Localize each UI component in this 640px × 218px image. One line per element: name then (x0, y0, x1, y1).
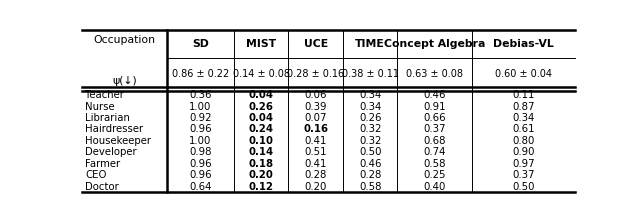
Text: 0.37: 0.37 (512, 170, 534, 180)
Text: UCE: UCE (303, 39, 328, 49)
Text: 0.91: 0.91 (424, 102, 446, 112)
Text: 0.50: 0.50 (359, 147, 381, 157)
Text: Doctor: Doctor (86, 182, 119, 192)
Text: 0.61: 0.61 (512, 124, 534, 135)
Text: 0.34: 0.34 (359, 102, 381, 112)
Text: 0.07: 0.07 (305, 113, 327, 123)
Text: 0.36: 0.36 (189, 90, 212, 100)
Text: 0.68: 0.68 (424, 136, 446, 146)
Text: 0.64: 0.64 (189, 182, 212, 192)
Text: 0.37: 0.37 (424, 124, 446, 135)
Text: 0.41: 0.41 (305, 159, 327, 169)
Text: 0.39: 0.39 (305, 102, 327, 112)
Text: 0.46: 0.46 (359, 159, 381, 169)
Text: 0.87: 0.87 (512, 102, 534, 112)
Text: CEO: CEO (86, 170, 107, 180)
Text: Nurse: Nurse (86, 102, 115, 112)
Text: 0.80: 0.80 (512, 136, 534, 146)
Text: 0.18: 0.18 (248, 159, 274, 169)
Text: Housekeeper: Housekeeper (86, 136, 152, 146)
Text: Farmer: Farmer (86, 159, 120, 169)
Text: 0.10: 0.10 (248, 136, 273, 146)
Text: 0.11: 0.11 (512, 90, 534, 100)
Text: 0.96: 0.96 (189, 170, 212, 180)
Text: 0.63 ± 0.08: 0.63 ± 0.08 (406, 69, 463, 79)
Text: 1.00: 1.00 (189, 136, 211, 146)
Text: 0.04: 0.04 (248, 113, 273, 123)
Text: Teacher: Teacher (86, 90, 124, 100)
Text: 0.06: 0.06 (305, 90, 327, 100)
Text: 0.96: 0.96 (189, 159, 212, 169)
Text: 0.20: 0.20 (305, 182, 327, 192)
Text: 0.74: 0.74 (424, 147, 446, 157)
Text: 0.26: 0.26 (359, 113, 381, 123)
Text: 0.86 ± 0.22: 0.86 ± 0.22 (172, 69, 229, 79)
Text: 0.46: 0.46 (424, 90, 446, 100)
Text: Hairdresser: Hairdresser (86, 124, 143, 135)
Text: 0.51: 0.51 (305, 147, 327, 157)
Text: 0.41: 0.41 (305, 136, 327, 146)
Text: 0.26: 0.26 (248, 102, 273, 112)
Text: 0.34: 0.34 (512, 113, 534, 123)
Text: 0.24: 0.24 (248, 124, 273, 135)
Text: 0.28 ± 0.16: 0.28 ± 0.16 (287, 69, 344, 79)
Text: 0.50: 0.50 (512, 182, 534, 192)
Text: Occupation: Occupation (93, 35, 156, 45)
Text: 0.97: 0.97 (512, 159, 535, 169)
Text: 0.58: 0.58 (424, 159, 446, 169)
Text: 0.96: 0.96 (189, 124, 212, 135)
Text: Librarian: Librarian (86, 113, 131, 123)
Text: 0.28: 0.28 (305, 170, 327, 180)
Text: 0.04: 0.04 (248, 90, 273, 100)
Text: 0.92: 0.92 (189, 113, 212, 123)
Text: TIME: TIME (355, 39, 385, 49)
Text: ψ(↓): ψ(↓) (112, 76, 137, 86)
Text: 0.14: 0.14 (248, 147, 274, 157)
Text: 0.32: 0.32 (359, 124, 381, 135)
Text: 0.34: 0.34 (359, 90, 381, 100)
Text: 0.40: 0.40 (424, 182, 446, 192)
Text: Developer: Developer (86, 147, 137, 157)
Text: 0.14 ± 0.08: 0.14 ± 0.08 (232, 69, 289, 79)
Text: 0.98: 0.98 (189, 147, 212, 157)
Text: 0.12: 0.12 (248, 182, 273, 192)
Text: Debias-VL: Debias-VL (493, 39, 554, 49)
Text: Concept Algebra: Concept Algebra (384, 39, 485, 49)
Text: 0.20: 0.20 (248, 170, 273, 180)
Text: 0.16: 0.16 (303, 124, 328, 135)
Text: 0.58: 0.58 (359, 182, 381, 192)
Text: 0.90: 0.90 (512, 147, 534, 157)
Text: 0.25: 0.25 (424, 170, 446, 180)
Text: 0.60 ± 0.04: 0.60 ± 0.04 (495, 69, 552, 79)
Text: MIST: MIST (246, 39, 276, 49)
Text: 0.32: 0.32 (359, 136, 381, 146)
Text: 0.66: 0.66 (423, 113, 446, 123)
Text: 0.38 ± 0.11: 0.38 ± 0.11 (342, 69, 399, 79)
Text: 1.00: 1.00 (189, 102, 211, 112)
Text: 0.28: 0.28 (359, 170, 381, 180)
Text: SD: SD (192, 39, 209, 49)
